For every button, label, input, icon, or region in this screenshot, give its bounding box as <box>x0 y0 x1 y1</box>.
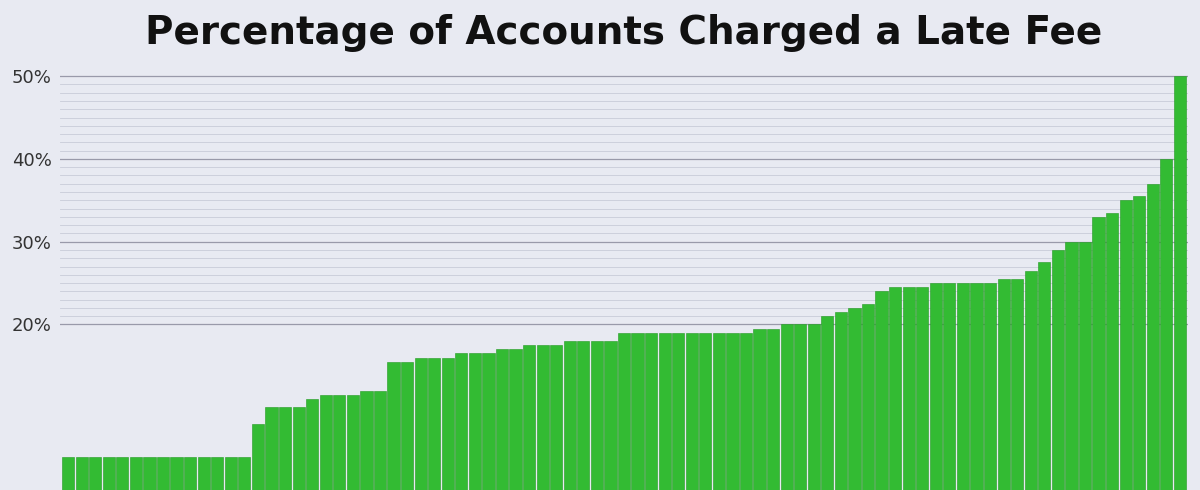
Bar <box>767 329 779 490</box>
Bar <box>130 457 142 490</box>
Bar <box>956 283 970 490</box>
Bar <box>89 457 101 490</box>
Bar <box>808 324 820 490</box>
Bar <box>726 333 738 490</box>
Bar <box>293 407 305 490</box>
Bar <box>1038 262 1050 490</box>
Bar <box>1079 242 1091 490</box>
Bar <box>685 333 698 490</box>
Bar <box>143 457 156 490</box>
Bar <box>930 283 942 490</box>
Bar <box>794 324 806 490</box>
Bar <box>536 345 548 490</box>
Bar <box>1174 76 1186 490</box>
Bar <box>374 391 386 490</box>
Bar <box>862 304 874 490</box>
Bar <box>1147 184 1159 490</box>
Bar <box>971 283 983 490</box>
Bar <box>496 349 508 490</box>
Bar <box>943 283 955 490</box>
Bar <box>442 358 454 490</box>
Bar <box>523 345 535 490</box>
Bar <box>754 329 766 490</box>
Bar <box>550 345 563 490</box>
Bar <box>1120 200 1132 490</box>
Bar <box>577 341 589 490</box>
Bar <box>564 341 576 490</box>
Bar <box>455 353 468 490</box>
Title: Percentage of Accounts Charged a Late Fee: Percentage of Accounts Charged a Late Fe… <box>145 14 1103 52</box>
Bar <box>306 399 318 490</box>
Bar <box>157 457 169 490</box>
Bar <box>916 287 929 490</box>
Bar <box>360 391 372 490</box>
Bar <box>848 308 860 490</box>
Bar <box>1092 217 1105 490</box>
Bar <box>740 333 752 490</box>
Bar <box>646 333 658 490</box>
Bar <box>62 457 74 490</box>
Bar <box>76 457 88 490</box>
Bar <box>428 358 440 490</box>
Bar <box>482 353 494 490</box>
Bar <box>319 395 332 490</box>
Bar <box>334 395 346 490</box>
Bar <box>631 333 643 490</box>
Bar <box>876 292 888 490</box>
Bar <box>713 333 725 490</box>
Bar <box>1106 213 1118 490</box>
Bar <box>103 457 115 490</box>
Bar <box>821 316 834 490</box>
Bar <box>1025 270 1037 490</box>
Bar <box>170 457 182 490</box>
Bar <box>224 457 236 490</box>
Bar <box>984 283 996 490</box>
Bar <box>605 341 617 490</box>
Bar <box>997 279 1009 490</box>
Bar <box>469 353 481 490</box>
Bar <box>388 362 400 490</box>
Bar <box>835 312 847 490</box>
Bar <box>198 457 210 490</box>
Bar <box>700 333 712 490</box>
Bar <box>1051 250 1064 490</box>
Bar <box>889 287 901 490</box>
Bar <box>672 333 684 490</box>
Bar <box>1160 159 1172 490</box>
Bar <box>780 324 793 490</box>
Bar <box>401 362 413 490</box>
Bar <box>1066 242 1078 490</box>
Bar <box>239 457 251 490</box>
Bar <box>116 457 128 490</box>
Bar <box>590 341 602 490</box>
Bar <box>659 333 671 490</box>
Bar <box>184 457 197 490</box>
Bar <box>252 424 264 490</box>
Bar <box>211 457 223 490</box>
Bar <box>510 349 522 490</box>
Bar <box>278 407 292 490</box>
Bar <box>347 395 359 490</box>
Bar <box>414 358 427 490</box>
Bar <box>902 287 914 490</box>
Bar <box>1133 196 1145 490</box>
Bar <box>265 407 277 490</box>
Bar <box>1012 279 1024 490</box>
Bar <box>618 333 630 490</box>
